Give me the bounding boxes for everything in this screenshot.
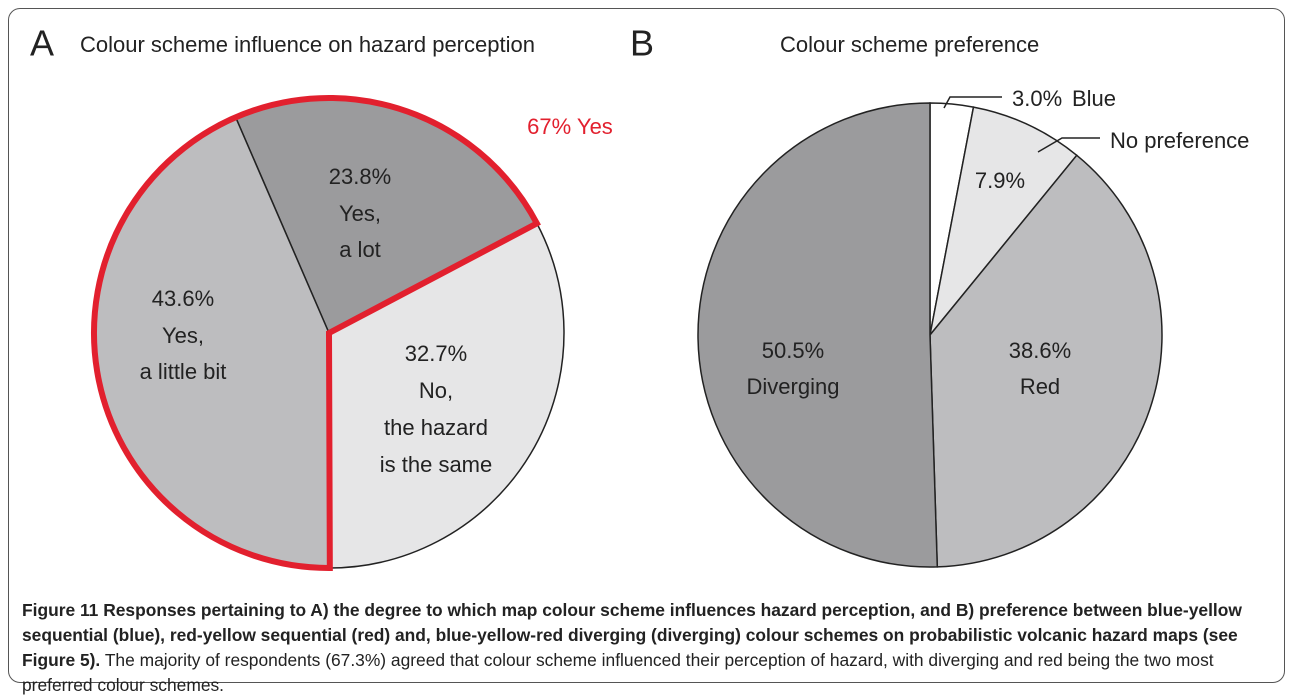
caption-label: Figure 11 [22,600,99,620]
leader-line [1037,137,1100,153]
value-label: 50.5% [762,338,824,363]
chart-title: Colour scheme influence on hazard percep… [80,32,535,57]
leader-line [943,96,1002,109]
panel-label: A [30,23,54,64]
slice-label: is the same [380,452,493,477]
value-label: 32.7% [405,341,467,366]
pie-slice [697,102,939,568]
slice-label: Blue [1072,86,1116,111]
value-label: 43.6% [152,286,214,311]
pie-slice [328,222,565,569]
value-label: 38.6% [1009,338,1071,363]
caption-text: The majority of respondents (67.3%) agre… [22,650,1214,695]
pie-slice [929,154,1163,568]
slice-label: No preference [1110,128,1249,153]
slice-label: Red [1020,374,1060,399]
yes-outline [91,95,541,572]
figure: A Colour scheme influence on hazard perce… [30,23,1249,572]
slice-label: a lot [339,237,381,262]
chart-title: Colour scheme preference [780,32,1039,57]
slice-label: the hazard [384,415,488,440]
value-label: 3.0% [1012,86,1062,111]
value-label: 23.8% [329,164,391,189]
slice-label: No, [419,378,453,403]
pie-slice [929,106,1078,336]
slice-label: a little bit [140,359,227,384]
slice-label: Diverging [747,374,840,399]
figure-frame [8,8,1285,683]
caption-title: Responses pertaining to A) the degree to… [22,600,1242,670]
panel-label: B [630,23,654,64]
annotation: 67% Yes [527,114,613,139]
slice-label: Yes, [162,323,204,348]
value-label: 7.9% [975,168,1025,193]
slice-label: Yes, [339,201,381,226]
caption: Figure 11 Responses pertaining to A) the… [22,598,1277,698]
